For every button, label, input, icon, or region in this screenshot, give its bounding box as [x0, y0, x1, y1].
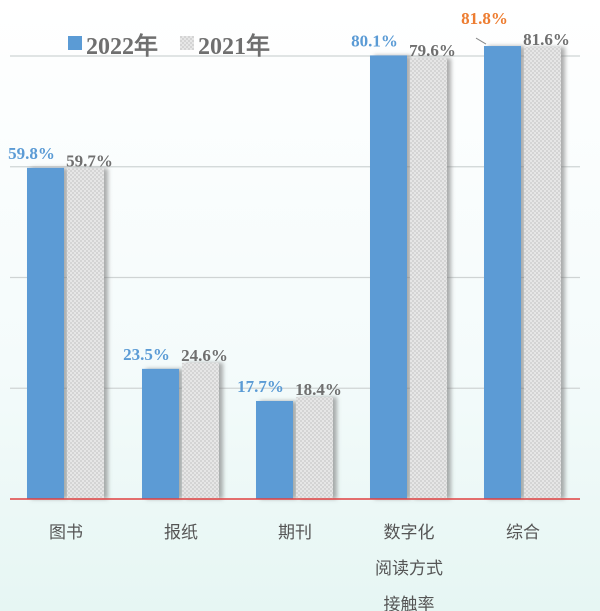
data-label: 81.6%: [523, 30, 570, 49]
bar-2022: [370, 55, 407, 499]
legend: 2022年 2021年: [68, 32, 270, 60]
data-label: 59.7%: [66, 151, 113, 170]
category-label: 阅读方式: [375, 559, 443, 579]
data-label: 18.4%: [295, 380, 342, 399]
bar-2021: [524, 47, 561, 499]
bar-2021: [410, 58, 447, 500]
category-label: 接触率: [384, 595, 435, 611]
bar-2022: [484, 46, 521, 499]
legend-label-2021: 2021年: [198, 32, 270, 60]
category-label: 期刊: [278, 523, 312, 543]
category-label: 综合: [506, 523, 540, 543]
data-label: 81.8%: [461, 9, 508, 28]
bar-2022: [142, 368, 179, 499]
data-label: 23.5%: [123, 345, 170, 364]
bar-2022: [256, 400, 293, 499]
legend-swatch-2022: [68, 36, 82, 50]
legend-label-2022: 2022年: [86, 32, 158, 60]
category-label: 图书: [49, 523, 83, 543]
data-label: 79.6%: [409, 41, 456, 60]
data-label: 24.6%: [181, 346, 228, 365]
data-label: 80.1%: [351, 31, 398, 50]
bar-2021: [67, 168, 104, 499]
bar-2021: [296, 397, 333, 499]
bar-2022: [27, 167, 64, 500]
legend-swatch-2021: [180, 36, 194, 50]
data-label: 17.7%: [237, 377, 284, 396]
category-label: 数字化: [384, 523, 435, 543]
bar-2021: [182, 362, 219, 499]
category-label: 报纸: [164, 523, 198, 543]
data-label: 59.8%: [8, 144, 55, 163]
